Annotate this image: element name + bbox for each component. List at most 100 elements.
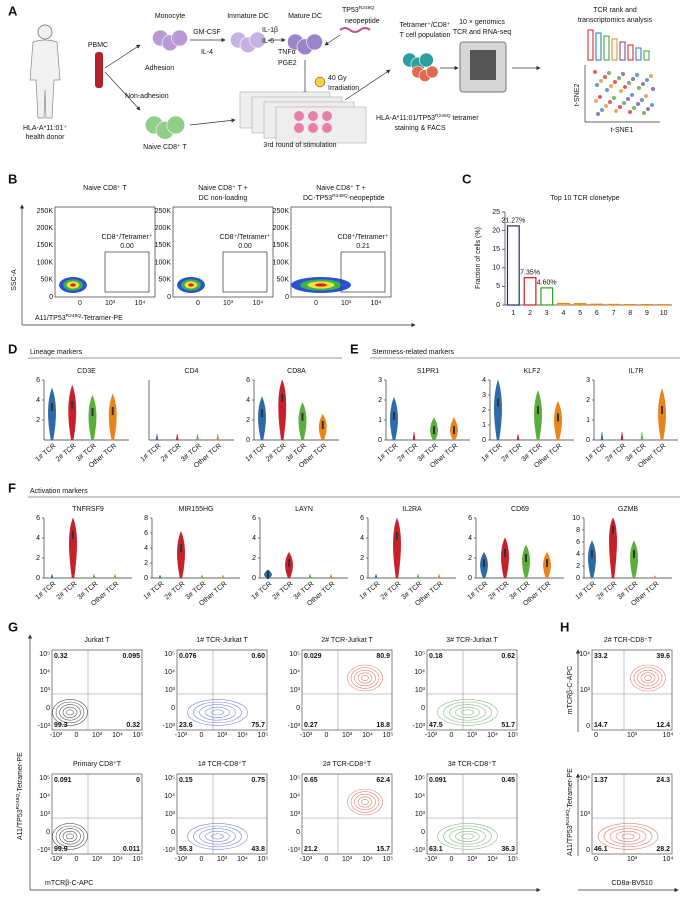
bar bbox=[506, 225, 520, 306]
quadrant-value: 80.9 bbox=[376, 653, 390, 660]
density-blob bbox=[70, 283, 76, 287]
y-tick-label: 0 bbox=[586, 437, 590, 444]
gate-label: CD8⁺/Tetramer⁺ bbox=[220, 234, 271, 241]
violin-median-box bbox=[525, 554, 527, 562]
x-tick-label: 10⁵ bbox=[508, 732, 519, 739]
violin bbox=[221, 574, 225, 579]
y-tick-label: 6 bbox=[246, 377, 250, 384]
contour bbox=[55, 701, 85, 724]
tsne-dot bbox=[645, 78, 649, 82]
plot-frame bbox=[591, 773, 673, 855]
tsne-dot bbox=[603, 75, 607, 79]
x-tick-label: 10³ bbox=[217, 856, 228, 863]
section-title: Lineage markers bbox=[30, 349, 83, 356]
contour bbox=[443, 701, 492, 724]
section-title: Stemness-related markers bbox=[372, 349, 455, 356]
gene-name: CD4 bbox=[184, 368, 198, 375]
y-tick-label: 200K bbox=[37, 225, 54, 232]
naive-label: Naive CD8⁺ T bbox=[143, 144, 187, 151]
x-tick-label: 10³ bbox=[92, 856, 103, 863]
y-tick-label: 3 bbox=[378, 377, 382, 384]
y-tick-label: 10³ bbox=[580, 687, 591, 694]
contour bbox=[187, 823, 248, 850]
quadrant-value: 36.3 bbox=[501, 846, 515, 853]
gene-name: LAYN bbox=[295, 506, 313, 513]
violin bbox=[216, 433, 219, 441]
tsne-dot bbox=[593, 70, 597, 74]
analysis-label: transcriptomics analysis bbox=[578, 17, 653, 24]
y-tick-label: 1 bbox=[378, 417, 382, 424]
y-axis-label: Fraction of cells (%) bbox=[475, 227, 482, 289]
y-tick-label: 10⁵ bbox=[414, 651, 425, 658]
violin-median-box bbox=[261, 409, 263, 417]
staining-label: HLA-A*11:01/TP53R248Q tetramer bbox=[376, 113, 479, 122]
contour bbox=[644, 675, 652, 681]
y-tick-label: 100K bbox=[155, 259, 172, 266]
y-tick-label: 0 bbox=[252, 575, 256, 582]
quadrant-value: 0.18 bbox=[429, 653, 443, 660]
x-tick-label: 10³ bbox=[217, 732, 228, 739]
y-tick-label: 0 bbox=[49, 294, 53, 301]
tsne-dot bbox=[614, 109, 618, 113]
rank-bar-icon bbox=[627, 44, 634, 61]
contour bbox=[354, 669, 376, 687]
x-tick-label: 10⁵ bbox=[258, 732, 269, 739]
gene-name: CD8A bbox=[287, 368, 306, 375]
y-tick-label: 0 bbox=[167, 294, 171, 301]
cell-icon bbox=[166, 115, 186, 135]
plot-frame bbox=[176, 773, 268, 855]
text-part: R248Q bbox=[435, 113, 451, 119]
quadrant-value: 99.3 bbox=[54, 722, 68, 729]
y-axis-label: mTCRβ-C-APC bbox=[567, 666, 574, 714]
contour bbox=[354, 793, 376, 811]
gate bbox=[222, 251, 268, 293]
y-tick-label: 100K bbox=[37, 259, 54, 266]
gene-name: MIR155HG bbox=[178, 506, 213, 513]
gene-name: CD3E bbox=[77, 368, 96, 375]
contour bbox=[347, 664, 383, 692]
quadrant-value: 14.7 bbox=[594, 722, 608, 729]
contour bbox=[449, 704, 486, 721]
quadrant-value: 46.1 bbox=[594, 846, 608, 853]
contour bbox=[59, 704, 81, 721]
x-tick-label: 0 bbox=[594, 732, 598, 739]
x-tick-label: 0 bbox=[75, 856, 79, 863]
contour bbox=[633, 667, 663, 689]
gene-name: S1PR1 bbox=[417, 368, 439, 375]
culture-plate bbox=[275, 106, 367, 144]
panel-label: H bbox=[560, 619, 569, 634]
y-tick-label: 4 bbox=[36, 397, 40, 404]
contour bbox=[443, 825, 492, 848]
x-tick-label: 10⁴ bbox=[112, 732, 123, 739]
y-tick-label: 3 bbox=[586, 377, 590, 384]
plot-title: 3# TCR-Jurkat T bbox=[446, 637, 498, 644]
monocyte-label: Monocyte bbox=[155, 13, 185, 20]
plot-title: DC non-loading bbox=[199, 195, 248, 202]
plot-frame bbox=[426, 773, 518, 855]
tsne-dot bbox=[598, 95, 602, 99]
x-tick-label: -10³ bbox=[175, 856, 188, 863]
y-tick-label: 50K bbox=[41, 277, 54, 284]
plot-frame bbox=[51, 649, 143, 731]
gate bbox=[340, 251, 386, 293]
violin bbox=[155, 433, 159, 441]
tsne-dot bbox=[617, 76, 621, 80]
x-tick-label: 0 bbox=[200, 856, 204, 863]
contour bbox=[640, 672, 656, 684]
y-tick-label: 6 bbox=[360, 515, 364, 522]
blood-tube bbox=[95, 52, 103, 88]
quadrant-value: 23.6 bbox=[179, 722, 193, 729]
violin bbox=[658, 387, 666, 441]
violin bbox=[494, 379, 502, 441]
violin-median-box bbox=[661, 406, 663, 414]
tsne-dot bbox=[623, 85, 627, 89]
y-tick-label: 0 bbox=[586, 723, 590, 730]
x-tick-label: 10³ bbox=[92, 732, 103, 739]
quadrant-value: 33.2 bbox=[594, 653, 608, 660]
text-part: A11/TP53 bbox=[567, 825, 574, 856]
contour bbox=[66, 709, 74, 716]
x-tick-label: 0 bbox=[325, 732, 329, 739]
y-tick-label: 0 bbox=[144, 575, 148, 582]
x-tick-label: 0 bbox=[314, 300, 318, 307]
